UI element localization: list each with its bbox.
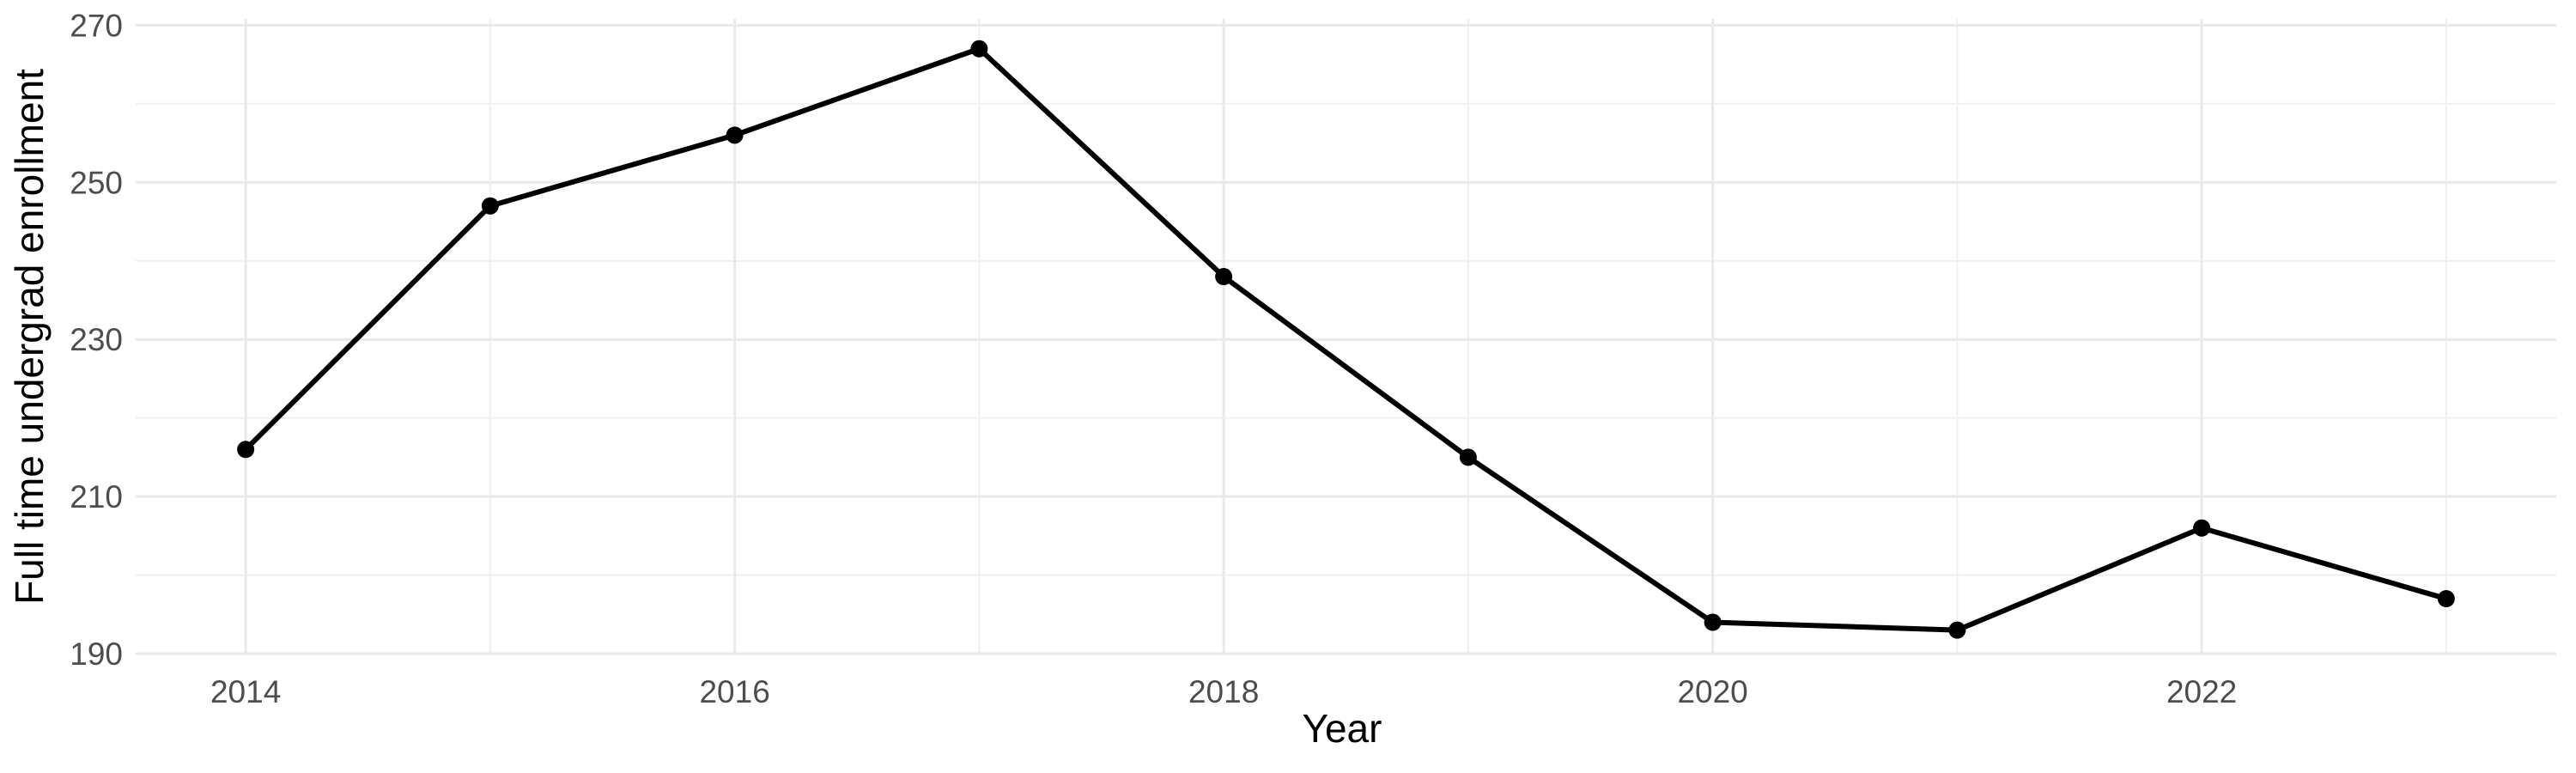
y-axis-tick-labels: 190 210 230 250 270 — [70, 8, 123, 672]
x-tick-label: 2022 — [2166, 674, 2237, 709]
x-axis-tick-labels: 2014 2016 2018 2020 2022 — [210, 674, 2237, 709]
x-tick-label: 2016 — [699, 674, 769, 709]
data-point — [1948, 621, 1966, 639]
data-point — [726, 126, 744, 144]
y-tick-label: 190 — [70, 636, 123, 672]
data-point — [2437, 590, 2455, 608]
data-series — [237, 40, 2455, 639]
gridlines-minor — [136, 19, 2556, 654]
data-point — [1704, 613, 1722, 631]
data-point — [1215, 268, 1233, 286]
data-point — [481, 197, 499, 215]
x-axis-title: Year — [1303, 706, 1382, 751]
x-tick-label: 2014 — [210, 674, 281, 709]
y-tick-label: 250 — [70, 165, 123, 200]
trend-line — [243, 46, 2449, 633]
y-axis-title: Full time undergrad enrollment — [7, 69, 52, 605]
y-tick-label: 270 — [70, 8, 123, 43]
gridlines-major — [136, 19, 2556, 655]
data-point — [2193, 519, 2211, 537]
data-point — [237, 441, 255, 459]
y-tick-label: 210 — [70, 479, 123, 514]
data-point — [970, 40, 988, 58]
x-tick-label: 2020 — [1677, 674, 1747, 709]
x-tick-label: 2018 — [1188, 674, 1259, 709]
y-tick-label: 230 — [70, 322, 123, 357]
data-point — [1459, 448, 1477, 466]
